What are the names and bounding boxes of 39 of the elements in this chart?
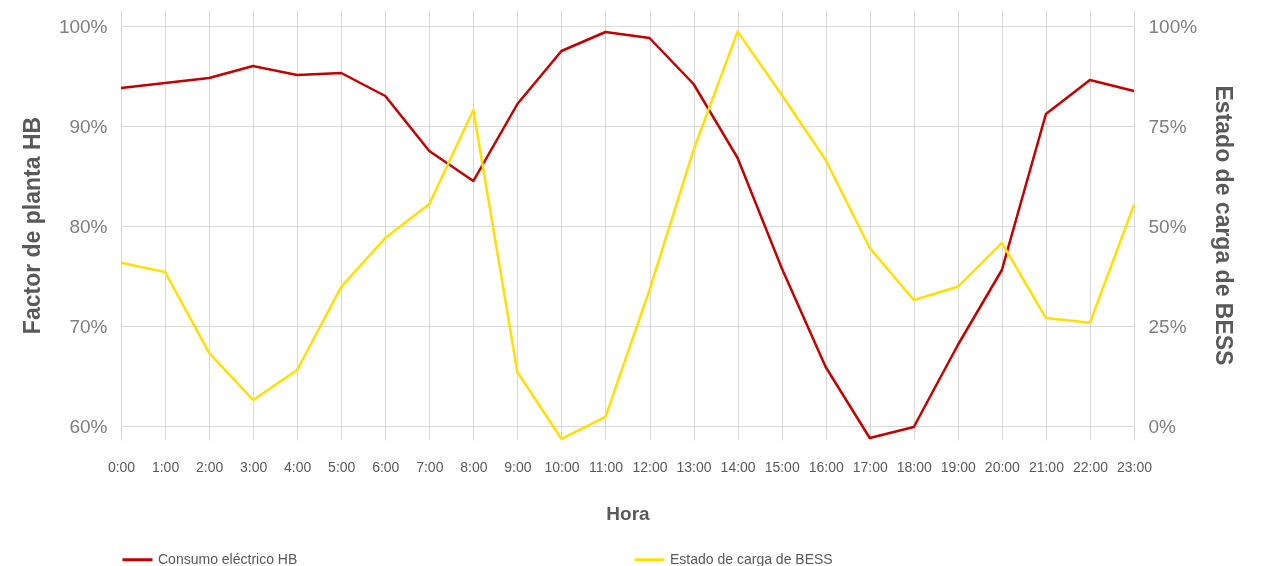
x-tick-label: 17:00	[852, 458, 888, 475]
x-tick-label: 6:00	[372, 458, 400, 475]
y2-tick-label: 25%	[1148, 315, 1187, 337]
x-tick-label: 2:00	[195, 458, 224, 475]
x-tick-label: 4:00	[284, 458, 312, 475]
x-tick-label: 19:00	[940, 458, 977, 475]
y2-tick-label: 0%	[1148, 415, 1177, 437]
y-axis-title: Factor de planta HB	[18, 116, 45, 335]
x-tick-label: 10:00	[544, 458, 580, 475]
x-tick-label: 20:00	[984, 458, 1021, 475]
x-tick-label: 9:00	[504, 458, 532, 475]
x-tick-label: 22:00	[1072, 458, 1109, 475]
x-tick-label: 3:00	[240, 458, 268, 475]
x-tick-label: 11:00	[588, 458, 624, 475]
x-tick-label: 16:00	[808, 458, 844, 475]
legend-label: Estado de carga de BESS	[670, 550, 833, 566]
x-tick-label: 0:00	[107, 458, 136, 475]
y2-axis-title: Estado de carga de BESS	[1211, 85, 1238, 366]
x-tick-label: 1:00	[151, 458, 180, 475]
x-tick-label: 18:00	[896, 458, 933, 475]
x-tick-label: 14:00	[720, 458, 756, 475]
x-tick-label: 5:00	[328, 458, 356, 475]
x-tick-label: 7:00	[416, 458, 444, 475]
x-tick-label: 15:00	[764, 458, 800, 475]
y-tick-label: 90%	[69, 115, 108, 137]
legend-label: Consumo eléctrico HB	[158, 550, 298, 566]
x-axis-title: Hora	[606, 502, 651, 524]
x-tick-label: 23:00	[1116, 458, 1153, 475]
y2-tick-label: 75%	[1148, 115, 1187, 137]
x-tick-label: 13:00	[676, 458, 712, 475]
y-tick-label: 70%	[69, 315, 108, 337]
y2-tick-label: 50%	[1148, 215, 1187, 237]
x-tick-label: 21:00	[1028, 458, 1065, 475]
y-tick-label: 100%	[58, 15, 108, 37]
x-tick-label: 12:00	[632, 458, 668, 475]
x-tick-label: 8:00	[460, 458, 488, 475]
y-tick-label: 80%	[69, 215, 108, 237]
y2-tick-label: 100%	[1148, 15, 1198, 37]
y-tick-label: 60%	[69, 415, 108, 437]
